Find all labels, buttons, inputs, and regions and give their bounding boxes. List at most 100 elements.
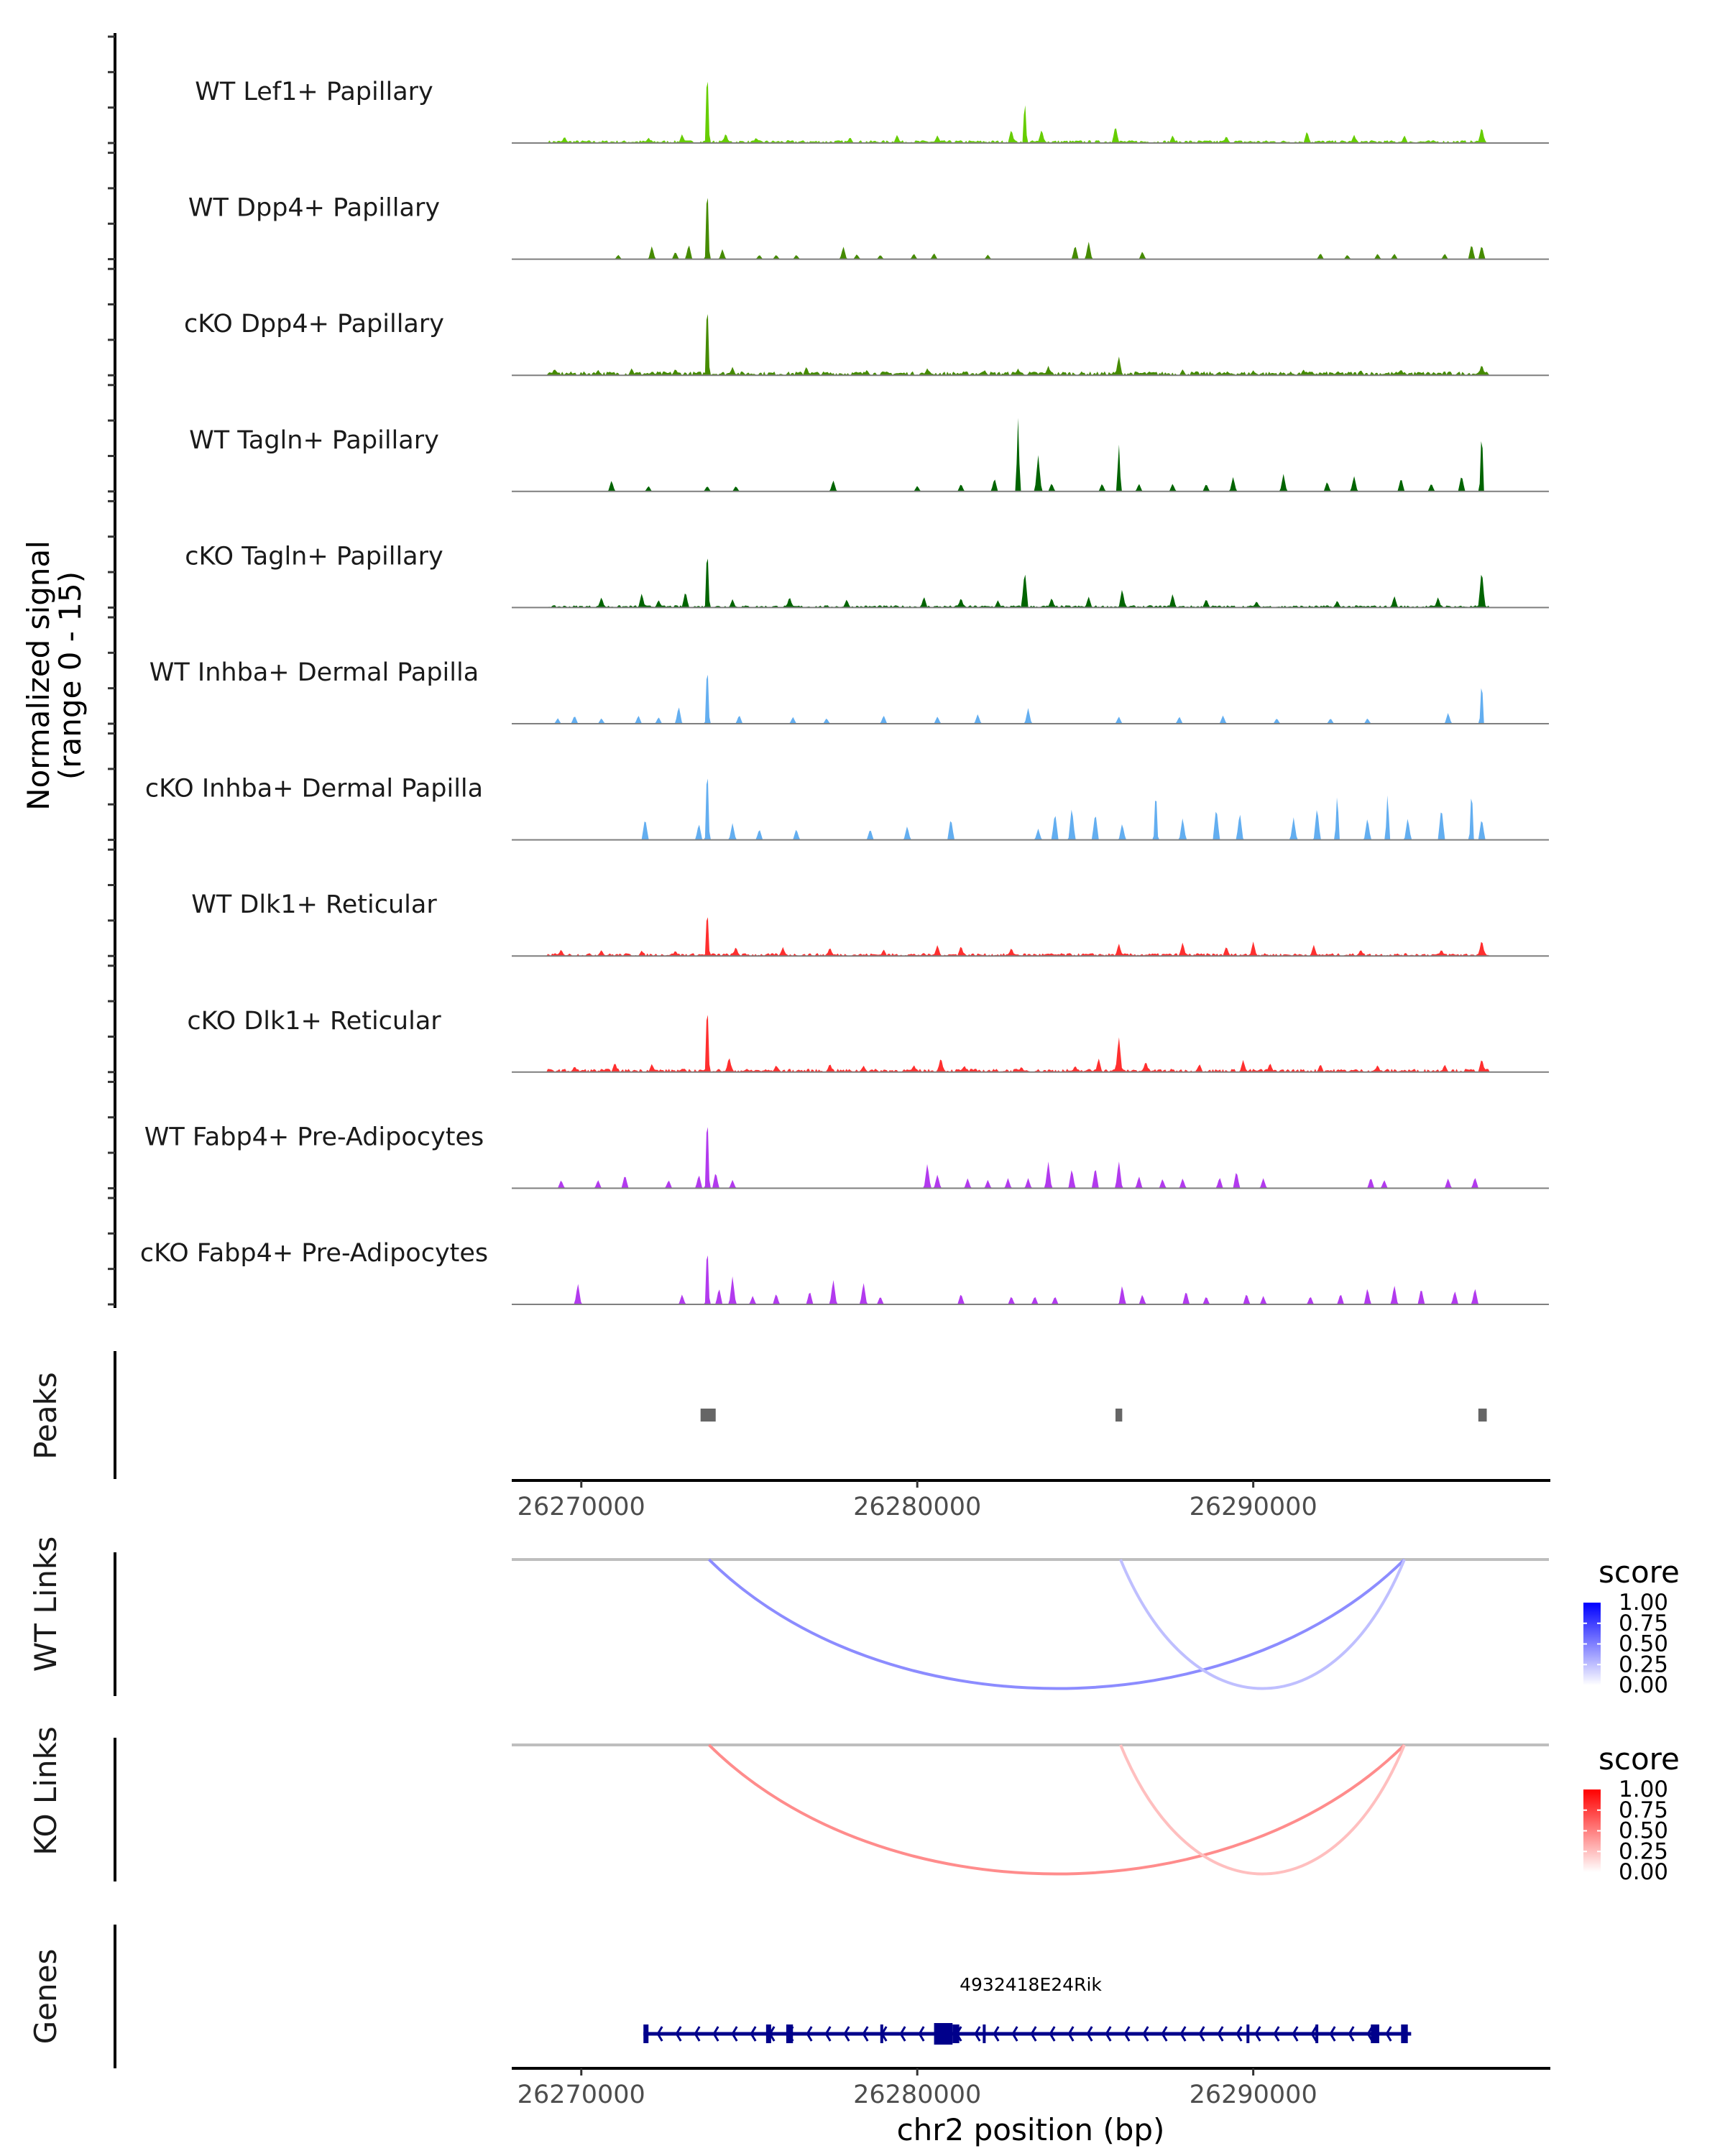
wt-links-panel-label: WT Links: [28, 1537, 63, 1672]
strand-arrow-icon: [1049, 2026, 1056, 2042]
strand-arrow-icon: [694, 2026, 701, 2042]
x-tick-label: 26270000: [518, 2081, 645, 2109]
strand-arrow-icon: [1217, 2026, 1224, 2042]
strand-arrow-icon: [993, 2026, 1000, 2042]
legend-tick-label: 0.25: [1619, 1838, 1668, 1864]
link-arc: [1119, 1559, 1406, 1690]
strand-arrow-icon: [862, 2026, 869, 2042]
x-axis-top: 26270000 26280000 26290000: [518, 1480, 1317, 1521]
strand-arrow-icon: [1310, 2026, 1317, 2042]
gene-exon: [786, 2024, 794, 2043]
strand-arrow-icon: [1123, 2026, 1131, 2042]
link-arc: [707, 1743, 1406, 1876]
signal-area: [512, 314, 1549, 376]
strand-arrow-icon: [899, 2026, 906, 2042]
track-label: cKO Dlk1+ Reticular: [187, 1007, 441, 1036]
legend-tick-label: 0.25: [1619, 1651, 1668, 1677]
coverage-track: cKO Tagln+ Papillary: [185, 542, 1549, 609]
peak-region: [1478, 1409, 1487, 1422]
gene-exon: [934, 2023, 953, 2045]
track-label: WT Dlk1+ Reticular: [191, 890, 437, 919]
legend-tick-label: 0.75: [1619, 1797, 1668, 1823]
strand-arrow-icon: [1142, 2026, 1149, 2042]
legend-tick-label: 0.00: [1619, 1672, 1668, 1698]
track-label: WT Lef1+ Papillary: [195, 78, 433, 106]
gene-exon: [1315, 2024, 1319, 2043]
ko-links-panel-label: KO Links: [28, 1726, 63, 1856]
legend-tick-label: 0.75: [1619, 1611, 1668, 1636]
coverage-track: WT Dlk1+ Reticular: [191, 890, 1549, 957]
track-label: WT Fabp4+ Pre-Adipocytes: [144, 1123, 484, 1151]
strand-arrow-icon: [1348, 2026, 1355, 2042]
gene-exon: [983, 2024, 986, 2043]
legend-tick-label: 1.00: [1619, 1777, 1668, 1802]
signal-area: [512, 1255, 1549, 1304]
strand-arrow-icon: [1067, 2026, 1075, 2042]
strand-arrow-icon: [824, 2026, 832, 2042]
x-tick-label: 26270000: [518, 1493, 645, 1521]
strand-arrow-icon: [1292, 2026, 1299, 2042]
coverage-track: WT Lef1+ Papillary: [195, 78, 1549, 144]
strand-arrow-icon: [843, 2026, 850, 2042]
gene-exon: [643, 2024, 649, 2043]
strand-arrow-icon: [1329, 2026, 1336, 2042]
peaks-track: [700, 1409, 1487, 1422]
track-label: WT Inhba+ Dermal Papilla: [150, 658, 479, 687]
track-label: WT Dpp4+ Papillary: [188, 194, 440, 223]
coverage-track: cKO Dpp4+ Papillary: [184, 310, 1549, 377]
signal-area: [512, 778, 1549, 840]
ko-links-arcs: [707, 1743, 1406, 1876]
strand-arrow-icon: [918, 2026, 925, 2042]
peak-region: [700, 1409, 716, 1422]
strand-arrow-icon: [1030, 2026, 1037, 2042]
track-label: cKO Dpp4+ Papillary: [184, 310, 444, 338]
legend-title: score: [1598, 1554, 1680, 1590]
strand-arrow-icon: [750, 2026, 757, 2042]
strand-arrow-icon: [1011, 2026, 1018, 2042]
x-axis-bottom: 26270000 26280000 26290000: [518, 2068, 1317, 2109]
wt-links-arcs: [707, 1558, 1406, 1690]
track-label: cKO Fabp4+ Pre-Adipocytes: [140, 1239, 488, 1268]
y-axis-title-line1: Normalized signal: [21, 540, 56, 811]
strand-arrow-icon: [1385, 2026, 1392, 2042]
coverage-track: cKO Dlk1+ Reticular: [187, 1007, 1549, 1073]
strand-arrow-icon: [1179, 2026, 1187, 2042]
gene-exon: [765, 2024, 771, 2043]
legend-tick-label: 0.50: [1619, 1818, 1668, 1844]
strand-arrow-icon: [712, 2026, 719, 2042]
coverage-tracks: WT Lef1+ Papillary WT Dpp4+ Papillary cKO …: [140, 78, 1549, 1305]
coverage-track: WT Fabp4+ Pre-Adipocytes: [144, 1123, 1549, 1189]
gene-exon: [1246, 2024, 1250, 2043]
link-arc: [1119, 1744, 1406, 1876]
strand-arrow-icon: [1161, 2026, 1168, 2042]
legend-title: score: [1598, 1741, 1680, 1777]
coverage-track: cKO Fabp4+ Pre-Adipocytes: [140, 1239, 1549, 1305]
x-tick-label: 26290000: [1190, 2081, 1317, 2109]
strand-arrow-icon: [1086, 2026, 1093, 2042]
x-tick-label: 26290000: [1190, 1493, 1317, 1521]
track-label: WT Tagln+ Papillary: [189, 426, 439, 455]
link-arc: [707, 1558, 1406, 1690]
tracks-y-axis-ticks: [108, 35, 115, 1306]
peaks-panel-label: Peaks: [28, 1372, 63, 1460]
gene-exon: [1371, 2024, 1379, 2043]
signal-area: [512, 558, 1549, 608]
gene-name-label: 4932418E24Rik: [960, 1974, 1102, 1995]
strand-arrow-icon: [1236, 2026, 1243, 2042]
gene-exon: [952, 2024, 960, 2043]
legend-tick-label: 0.00: [1619, 1859, 1668, 1885]
x-tick-label: 26280000: [853, 2081, 981, 2109]
strand-arrow-icon: [1105, 2026, 1112, 2042]
gene-model: [643, 2023, 1412, 2045]
signal-area: [512, 1015, 1549, 1072]
strand-arrow-icon: [675, 2026, 682, 2042]
x-tick-label: 26280000: [853, 1493, 981, 1521]
gene-exon: [880, 2024, 883, 2043]
y-axis-title-line2: (range 0 - 15): [52, 571, 88, 780]
gene-exon: [1401, 2024, 1408, 2043]
signal-area: [512, 674, 1549, 724]
strand-arrow-icon: [1254, 2026, 1261, 2042]
